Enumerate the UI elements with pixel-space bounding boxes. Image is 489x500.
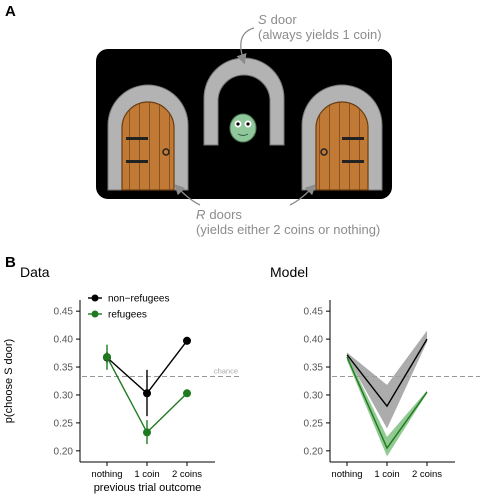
s-door-subtitle: (always yields 1 coin) xyxy=(258,27,382,42)
model-chart: Model 0.20 0.25 0.30 0.35 0.40 0.45 nothing 1 co… xyxy=(270,264,480,480)
data-point xyxy=(103,352,111,361)
y-tick-label: 0.20 xyxy=(304,446,324,457)
y-tick-label: 0.40 xyxy=(54,335,74,346)
legend-label: non−refugees xyxy=(108,294,169,305)
panel-a-letter: A xyxy=(5,3,16,20)
r-doors-subtitle: (yields either 2 coins or nothing) xyxy=(196,222,380,237)
middle-s-door xyxy=(203,57,285,146)
series-line xyxy=(346,338,428,408)
data-point xyxy=(143,428,151,437)
chart-title: Data xyxy=(20,264,50,280)
monster-icon xyxy=(229,113,257,143)
chance-label: chance xyxy=(214,367,238,376)
y-tick-label: 0.40 xyxy=(304,335,324,346)
s-door-arrow xyxy=(236,27,255,65)
legend-label: refugees xyxy=(108,310,147,321)
data-chart: Data 0.20 0.25 0.30 0.35 0.40 0.45 nothing 1 coi… xyxy=(3,264,240,494)
x-axis-label: previous trial outcome xyxy=(94,482,202,494)
y-tick-label: 0.20 xyxy=(54,446,74,457)
y-tick-label: 0.45 xyxy=(54,307,74,318)
panel-b-charts: Data 0.20 0.25 0.30 0.35 0.40 0.45 nothing 1 coi… xyxy=(3,264,480,494)
r-door-arrow-left xyxy=(174,184,201,206)
data-point xyxy=(143,389,151,398)
panel-b-letter: B xyxy=(5,254,16,271)
y-tick-label: 0.45 xyxy=(304,307,324,318)
y-tick-label: 0.30 xyxy=(304,390,324,401)
right-r-door xyxy=(301,84,383,191)
y-axis-label: p(choose S door) xyxy=(3,339,15,423)
y-tick-label: 0.30 xyxy=(54,390,74,401)
r-door-arrow-right xyxy=(289,184,316,206)
x-tick-label: nothing xyxy=(331,469,362,480)
model-band xyxy=(347,330,427,429)
data-point xyxy=(183,389,191,398)
x-tick-label: 1 coin xyxy=(134,469,159,480)
legend-key-point xyxy=(91,294,99,302)
chart-title: Model xyxy=(270,264,308,280)
x-tick-label: 1 coin xyxy=(374,469,399,480)
data-point xyxy=(183,336,191,345)
y-tick-label: 0.35 xyxy=(54,363,74,374)
y-tick-label: 0.25 xyxy=(54,418,74,429)
y-tick-label: 0.35 xyxy=(304,363,324,374)
series-line xyxy=(346,356,428,450)
x-tick-label: nothing xyxy=(91,469,122,480)
left-r-door xyxy=(107,84,189,191)
legend-key-point xyxy=(91,310,99,318)
y-tick-label: 0.25 xyxy=(304,418,324,429)
x-tick-label: 2 coins xyxy=(412,469,442,480)
x-tick-label: 2 coins xyxy=(172,469,202,480)
